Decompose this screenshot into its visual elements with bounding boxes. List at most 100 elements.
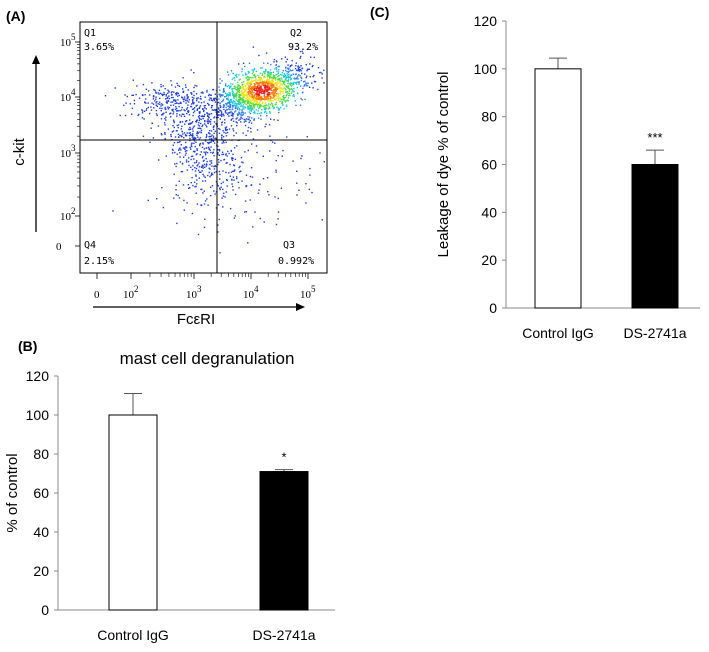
event-dot: [247, 82, 249, 85]
event-dot: [206, 141, 209, 144]
event-dot: [255, 89, 258, 91]
event-dot: [275, 87, 277, 89]
event-dot: [239, 86, 241, 89]
event-dot: [258, 76, 260, 78]
event-dot: [221, 114, 223, 116]
event-dot: [189, 146, 191, 149]
event-dot: [248, 87, 250, 89]
event-dot: [185, 146, 187, 148]
event-dot: [174, 136, 177, 138]
event-dot: [286, 90, 289, 93]
event-dot: [261, 74, 264, 76]
event-dot: [283, 95, 285, 97]
event-dot: [300, 65, 302, 67]
event-dot: [253, 110, 256, 112]
event-dot: [196, 203, 199, 205]
event-dot: [147, 90, 150, 92]
event-dot: [272, 107, 275, 110]
event-dot: [266, 95, 268, 98]
event-dot: [274, 196, 276, 198]
event-dot: [311, 65, 313, 68]
event-dot: [259, 83, 261, 85]
event-dot: [270, 81, 272, 84]
event-dot: [155, 91, 157, 93]
event-dot: [285, 66, 287, 69]
event-dot: [119, 114, 121, 117]
bar: [534, 68, 582, 309]
event-dot: [273, 76, 275, 78]
event-dot: [258, 92, 260, 95]
event-dot: [244, 93, 246, 96]
event-dot: [240, 103, 242, 105]
event-dot: [165, 93, 167, 96]
event-dot: [170, 104, 172, 107]
significance-label: ***: [647, 130, 662, 145]
event-dot: [227, 99, 229, 101]
event-dot: [177, 124, 180, 126]
event-dot: [248, 100, 250, 103]
event-dot: [236, 76, 238, 78]
event-dot: [275, 60, 278, 62]
event-dot: [211, 109, 214, 111]
event-dot: [197, 116, 200, 118]
event-dot: [205, 124, 207, 127]
event-dot: [281, 88, 284, 90]
event-dot: [219, 188, 221, 191]
event-dot: [300, 157, 302, 160]
event-dot: [258, 93, 260, 96]
event-dot: [158, 159, 160, 161]
event-dot: [200, 98, 202, 100]
event-dot: [242, 81, 245, 83]
event-dot: [259, 89, 262, 92]
event-dot: [197, 97, 199, 99]
event-dot: [198, 138, 200, 140]
event-dot: [242, 161, 244, 164]
event-dot: [225, 132, 227, 134]
event-dot: [241, 161, 243, 163]
event-dot: [193, 137, 196, 140]
event-dot: [189, 132, 191, 134]
event-dot: [232, 102, 234, 104]
event-dot: [171, 148, 174, 151]
event-dot: [199, 105, 202, 107]
event-dot: [233, 96, 235, 98]
event-dot: [266, 71, 269, 73]
event-dot: [278, 93, 280, 96]
y-tick-label: 0: [56, 241, 62, 253]
event-dot: [261, 98, 263, 100]
event-dot: [260, 77, 262, 79]
event-dot: [282, 97, 285, 99]
event-dot: [218, 86, 220, 88]
event-dot: [247, 78, 249, 80]
event-dot: [207, 116, 210, 118]
event-dot: [298, 189, 300, 191]
event-dot: [131, 107, 134, 110]
event-dot: [223, 131, 225, 134]
event-dot: [250, 105, 252, 108]
event-dot: [249, 120, 251, 122]
event-dot: [196, 149, 198, 151]
event-dot: [191, 155, 194, 157]
event-dot: [311, 82, 313, 84]
event-dot: [268, 86, 271, 88]
event-dot: [250, 109, 252, 111]
event-dot: [257, 104, 259, 106]
event-dot: [229, 92, 232, 94]
event-dot: [256, 100, 258, 102]
event-dot: [208, 141, 210, 144]
event-dot: [187, 97, 189, 99]
event-dot: [251, 107, 253, 109]
event-dot: [272, 92, 274, 94]
event-dot: [193, 140, 196, 142]
event-dot: [223, 158, 226, 161]
event-dot: [176, 113, 178, 115]
event-dot: [280, 83, 283, 85]
event-dot: [250, 92, 252, 94]
y-tick-label: 60: [33, 485, 49, 501]
event-dot: [296, 76, 298, 79]
event-dot: [211, 134, 213, 136]
event-dot: [274, 97, 276, 99]
event-dot: [161, 107, 163, 110]
event-dot: [302, 91, 304, 94]
event-dot: [245, 98, 247, 100]
